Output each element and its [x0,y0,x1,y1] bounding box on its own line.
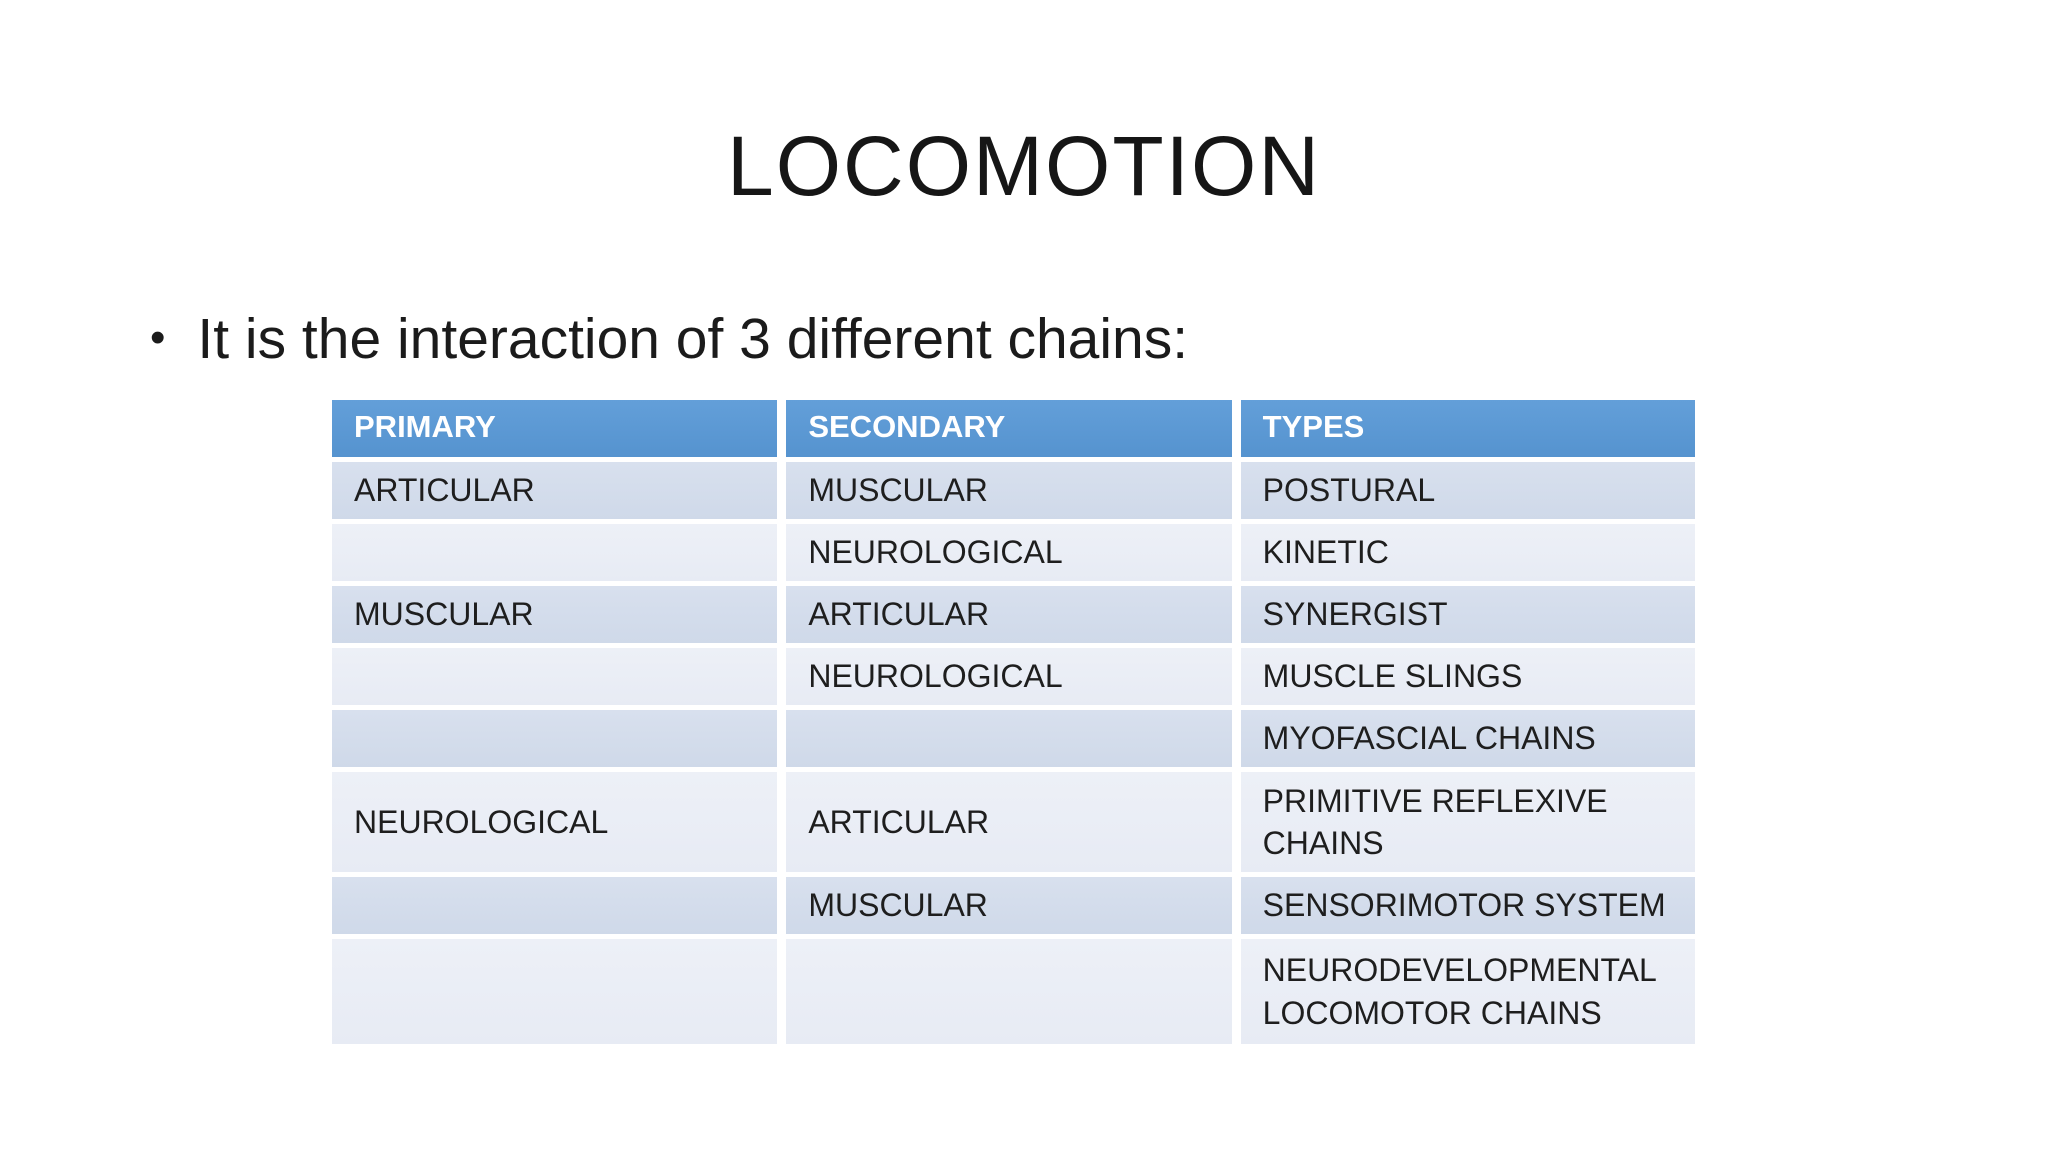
cell-secondary: MUSCULAR [786,877,1241,939]
column-header-primary: PRIMARY [332,400,787,462]
cell-types: NEURODEVELOPMENTAL LOCOMOTOR CHAINS [1240,939,1695,1044]
page-title: LOCOMOTION [726,119,1321,213]
cell-types: POSTURAL [1240,462,1695,524]
table-row: ARTICULAR MUSCULAR POSTURAL [332,462,1695,524]
column-header-secondary: SECONDARY [786,400,1241,462]
table-row: NEURODEVELOPMENTAL LOCOMOTOR CHAINS [332,939,1695,1044]
cell-types: SYNERGIST [1240,586,1695,648]
cell-secondary [786,710,1241,772]
cell-primary [332,648,787,710]
bullet-icon: • [150,313,166,362]
cell-primary: MUSCULAR [332,586,787,648]
cell-types: SENSORIMOTOR SYSTEM [1240,877,1695,939]
table-row: MUSCULAR SENSORIMOTOR SYSTEM [332,877,1695,939]
table-row: MUSCULAR ARTICULAR SYNERGIST [332,586,1695,648]
cell-secondary: ARTICULAR [786,586,1241,648]
cell-secondary: NEUROLOGICAL [786,648,1241,710]
bullet-line: • It is the interaction of 3 different ch… [150,306,1188,372]
column-header-types: TYPES [1240,400,1695,462]
cell-types: MUSCLE SLINGS [1240,648,1695,710]
cell-secondary: NEUROLOGICAL [786,524,1241,586]
cell-primary [332,524,787,586]
cell-secondary: ARTICULAR [786,772,1241,877]
table-row: NEUROLOGICAL MUSCLE SLINGS [332,648,1695,710]
bullet-text: It is the interaction of 3 different cha… [197,307,1189,371]
table-row: NEUROLOGICAL KINETIC [332,524,1695,586]
chains-table: PRIMARY SECONDARY TYPES ARTICULAR MUSCUL… [332,400,1695,1044]
table-row: MYOFASCIAL CHAINS [332,710,1695,772]
cell-secondary: MUSCULAR [786,462,1241,524]
cell-primary [332,939,787,1044]
table-header-row: PRIMARY SECONDARY TYPES [332,400,1695,462]
table-row: NEUROLOGICAL ARTICULAR PRIMITIVE REFLEXI… [332,772,1695,877]
cell-secondary [786,939,1241,1044]
cell-types: PRIMITIVE REFLEXIVE CHAINS [1240,772,1695,877]
cell-primary [332,710,787,772]
cell-types: KINETIC [1240,524,1695,586]
cell-primary: NEUROLOGICAL [332,772,787,877]
cell-types: MYOFASCIAL CHAINS [1240,710,1695,772]
cell-primary: ARTICULAR [332,462,787,524]
cell-primary [332,877,787,939]
